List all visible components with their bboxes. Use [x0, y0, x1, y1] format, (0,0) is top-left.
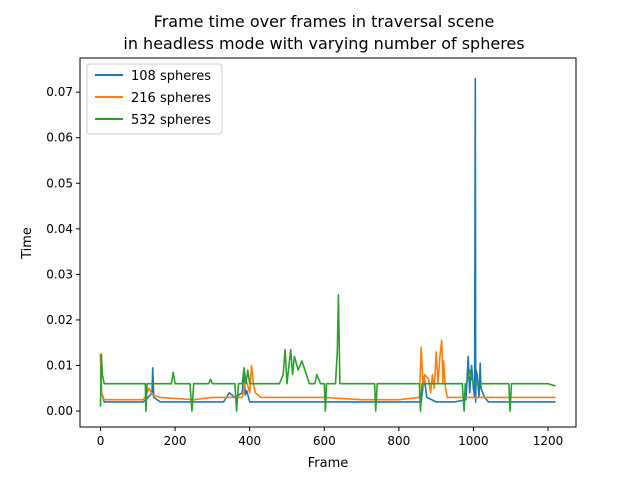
- x-axis-ticks: 0 200 400 600 800 1000 1200: [97, 427, 564, 448]
- y-tick-label: 0.03: [46, 267, 73, 281]
- x-tick-label: 200: [164, 434, 187, 448]
- y-axis-ticks: 0.00 0.01 0.02 0.03 0.04 0.05 0.06 0.07: [46, 85, 80, 418]
- legend: 108 spheres 216 spheres 532 spheres: [86, 63, 223, 135]
- x-tick-label: 1000: [458, 434, 489, 448]
- y-tick-label: 0.05: [46, 176, 73, 190]
- y-tick-label: 0.06: [46, 131, 73, 145]
- legend-box: [86, 63, 223, 135]
- x-tick-label: 0: [97, 434, 105, 448]
- x-tick-label: 800: [387, 434, 410, 448]
- series-layer: [99, 77, 556, 412]
- y-tick-label: 0.04: [46, 222, 73, 236]
- plot-area-frame: [79, 57, 577, 428]
- series-line-216: [99, 339, 556, 401]
- legend-label-532: 532 spheres: [131, 113, 211, 128]
- chart-title-line-2: in headless mode with varying number of …: [123, 34, 524, 53]
- y-tick-label: 0.02: [46, 313, 73, 327]
- series-line-532: [99, 294, 556, 412]
- x-axis-label: Frame: [308, 456, 349, 471]
- legend-label-216: 216 spheres: [131, 91, 211, 106]
- y-tick-label: 0.01: [46, 359, 73, 373]
- chart-title-line-1: Frame time over frames in traversal scen…: [154, 12, 495, 31]
- x-tick-label: 400: [238, 434, 261, 448]
- y-axis-label: Time: [20, 227, 35, 260]
- x-tick-label: 600: [313, 434, 336, 448]
- y-tick-label: 0.07: [46, 85, 73, 99]
- legend-label-108: 108 spheres: [131, 69, 211, 84]
- y-tick-label: 0.00: [46, 404, 73, 418]
- x-tick-label: 1200: [533, 434, 564, 448]
